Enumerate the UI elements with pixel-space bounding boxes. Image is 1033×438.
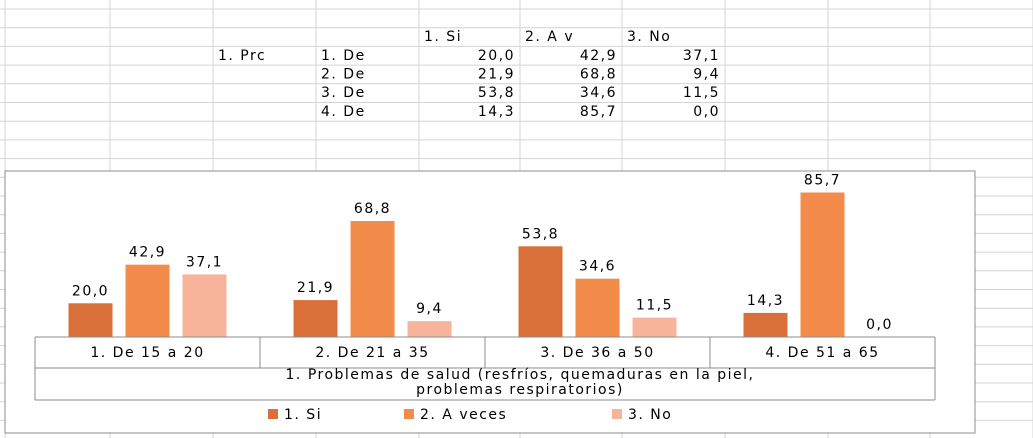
cell-text: 37,1 (683, 48, 720, 64)
x-tick-label: 1. De 15 a 20 (90, 345, 204, 361)
cell-text: 53,8 (478, 85, 515, 101)
bar (800, 192, 845, 337)
data-label: 85,7 (804, 173, 841, 189)
cell-text: 4. De (321, 104, 366, 120)
bar (632, 317, 677, 337)
cell-text: 14,3 (478, 104, 515, 120)
cell-text: 2. A v (525, 29, 574, 45)
x-tick-label: 2. De 21 a 35 (315, 345, 429, 361)
cell-text: 42,9 (580, 48, 617, 64)
data-label: 68,8 (354, 201, 391, 217)
data-label: 9,4 (416, 301, 443, 317)
cell-text: 2. De (321, 66, 366, 82)
bar (575, 278, 620, 337)
bar (293, 300, 338, 337)
data-label: 42,9 (129, 245, 166, 261)
legend-label: 3. No (628, 407, 672, 423)
legend-label: 1. Si (284, 407, 322, 423)
bar (350, 221, 395, 337)
bar (743, 312, 788, 337)
cell-text: 21,9 (478, 66, 515, 82)
cell-text: 3. De (321, 85, 366, 101)
x-tick-label: 4. De 51 a 65 (765, 345, 879, 361)
bar (125, 264, 170, 337)
bar (182, 274, 227, 337)
data-label: 21,9 (297, 280, 334, 296)
cell-text: 1. Prc (218, 48, 266, 64)
cell-text: 0,0 (693, 104, 720, 120)
cell-text: 20,0 (478, 48, 515, 64)
data-label: 53,8 (522, 226, 559, 242)
cell-text: 1. Si (424, 29, 462, 45)
cell-text: 11,5 (683, 85, 720, 101)
legend-swatch (404, 409, 414, 419)
cell-text: 85,7 (580, 104, 617, 120)
x-axis-label: 1. Problemas de salud (resfríos, quemadu… (285, 367, 755, 398)
bar (518, 246, 563, 337)
data-label: 14,3 (747, 293, 784, 309)
legend-swatch (268, 409, 278, 419)
legend-label: 2. A veces (420, 407, 507, 423)
cell-text: 1. De (321, 48, 366, 64)
bar (407, 321, 452, 337)
x-tick-label: 3. De 36 a 50 (540, 345, 654, 361)
cell-text: 9,4 (693, 66, 720, 82)
data-label: 20,0 (72, 283, 109, 299)
data-label: 34,6 (579, 259, 616, 275)
data-label: 37,1 (186, 254, 223, 270)
data-label: 11,5 (636, 298, 673, 314)
cell-text: 68,8 (580, 66, 617, 82)
legend-swatch (612, 409, 622, 419)
cell-text: 3. No (627, 29, 671, 45)
cell-text: 34,6 (580, 85, 617, 101)
data-label: 0,0 (866, 317, 893, 333)
bar (68, 303, 113, 337)
